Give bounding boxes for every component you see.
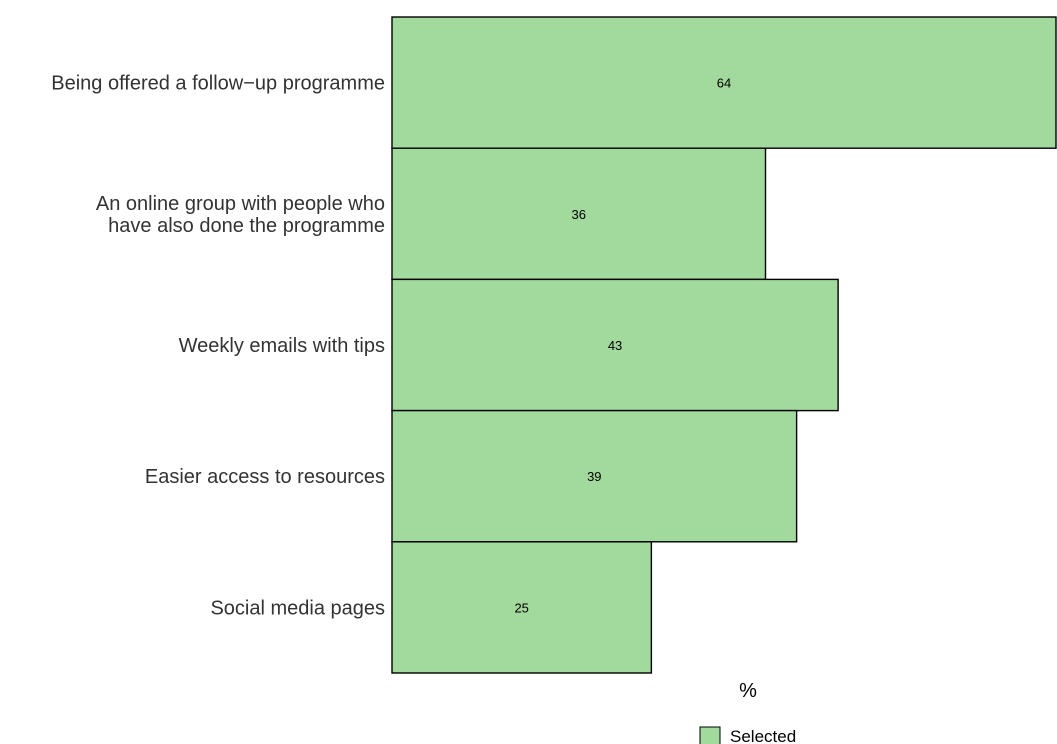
data-label-easier-access-to-resources: 39 [587,469,601,484]
category-labels-layer: Being offered a follow−up programme An on… [51,73,385,620]
data-labels-layer: 64 36 43 39 25 [514,76,731,616]
legend-swatch-selected [699,726,721,744]
data-label-being-offered-a-follow-up-programme: 64 [717,76,731,91]
category-label-weekly-emails-with-tips: Weekly emails with tips [179,335,385,357]
category-label-social-media-pages: Social media pages [210,597,385,619]
bar-social-media-pages [391,541,653,674]
category-label-easier-access-to-resources: Easier access to resources [145,466,385,488]
bar-easier-access-to-resources [391,409,798,543]
data-label-weekly-emails-with-tips: 43 [608,338,622,353]
bar-being-offered-a-follow-up-programme [391,16,1057,149]
bars-layer [391,16,1057,674]
category-label-being-offered-a-follow-up-programme: Being offered a follow−up programme [51,73,385,95]
bar-an-online-group-with-people-who-have-als [391,147,767,281]
legend: Selected [699,726,796,744]
bar-weekly-emails-with-tips [391,278,839,412]
data-label-an-online-group-with-people-who-have-als: 36 [572,207,586,222]
legend-label-selected: Selected [730,727,796,744]
category-label-an-online-group-with-people-who-have-als: An online group with people who have also… [96,193,385,237]
data-label-social-media-pages: 25 [514,600,528,615]
x-axis-title: % [739,680,757,702]
